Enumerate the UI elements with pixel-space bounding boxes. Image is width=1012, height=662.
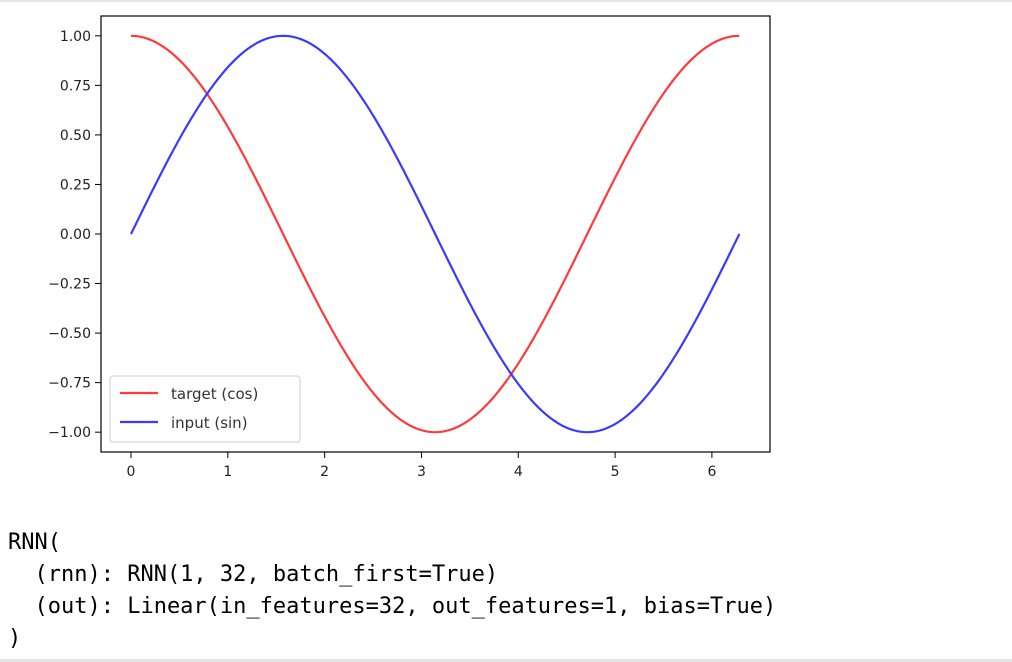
- x-axis: 0 1 2 3 4 5 6: [127, 452, 716, 480]
- console-line: ): [8, 626, 22, 651]
- y-tick-label: −1.00: [48, 425, 91, 441]
- legend-label-input: input (sin): [171, 414, 248, 432]
- x-tick-label: 1: [223, 464, 232, 480]
- y-tick-label: 0.75: [60, 78, 91, 94]
- y-tick-label: 0.00: [60, 227, 91, 243]
- x-tick-label: 2: [320, 464, 329, 480]
- y-axis: 1.00 0.75 0.50 0.25 0.00 −0.25 −0.50 −0.75 −1.00: [48, 29, 101, 441]
- y-tick-label: 0.50: [60, 128, 91, 144]
- x-tick-label: 5: [611, 464, 620, 480]
- series-line-cos: [130, 34, 740, 434]
- y-tick-label: −0.50: [48, 326, 91, 342]
- top-divider: [0, 0, 1012, 2]
- y-tick-label: −0.75: [48, 376, 91, 392]
- legend-label-target: target (cos): [171, 385, 258, 403]
- console-line: (out): Linear(in_features=32, out_featur…: [8, 594, 777, 619]
- console-line: (rnn): RNN(1, 32, batch_first=True): [8, 562, 499, 587]
- y-tick-label: −0.25: [48, 277, 91, 293]
- legend: target (cos) input (sin): [109, 375, 301, 443]
- x-tick-label: 4: [514, 464, 523, 480]
- line-chart: 1.00 0.75 0.50 0.25 0.00 −0.25 −0.50 −0.75 −1.00…: [48, 15, 771, 480]
- x-tick-label: 3: [417, 464, 426, 480]
- console-output: RNN( (rnn): RNN(1, 32, batch_first=True)…: [8, 527, 776, 655]
- x-tick-label: 6: [707, 464, 716, 480]
- y-tick-label: 0.25: [60, 177, 91, 193]
- bottom-divider: [0, 659, 1012, 662]
- series-line-sin: [130, 34, 741, 434]
- series-layer: [130, 34, 741, 434]
- y-tick-label: 1.00: [60, 29, 91, 45]
- console-line: RNN(: [8, 530, 61, 555]
- x-tick-label: 0: [127, 464, 136, 480]
